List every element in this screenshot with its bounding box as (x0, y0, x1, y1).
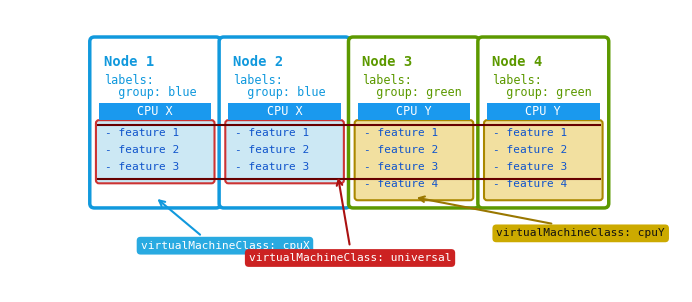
Text: - feature 3: - feature 3 (493, 162, 567, 172)
Text: - feature 4: - feature 4 (493, 179, 567, 189)
Bar (358, 103, 470, 120)
Bar (487, 103, 599, 120)
Text: virtualMachineClass: cpuY: virtualMachineClass: cpuY (496, 228, 665, 238)
FancyBboxPatch shape (90, 37, 221, 208)
Text: group: green: group: green (492, 86, 592, 99)
Text: - feature 3: - feature 3 (235, 162, 309, 172)
Text: labels:: labels: (233, 74, 283, 87)
FancyBboxPatch shape (349, 37, 480, 208)
Text: - feature 2: - feature 2 (105, 145, 179, 155)
Text: Node 3: Node 3 (363, 56, 412, 69)
Text: - feature 1: - feature 1 (493, 128, 567, 138)
Text: - feature 3: - feature 3 (105, 162, 179, 172)
Text: group: blue: group: blue (233, 86, 326, 99)
FancyBboxPatch shape (96, 120, 215, 183)
Text: group: green: group: green (363, 86, 462, 99)
FancyBboxPatch shape (478, 37, 609, 208)
Text: labels:: labels: (104, 74, 154, 87)
Text: - feature 1: - feature 1 (235, 128, 309, 138)
Text: CPU X: CPU X (138, 105, 173, 118)
Text: CPU X: CPU X (267, 105, 302, 118)
FancyBboxPatch shape (219, 37, 350, 208)
Text: - feature 3: - feature 3 (364, 162, 438, 172)
Text: - feature 2: - feature 2 (235, 145, 309, 155)
Text: - feature 1: - feature 1 (364, 128, 438, 138)
Text: - feature 2: - feature 2 (364, 145, 438, 155)
Text: Node 4: Node 4 (492, 56, 542, 69)
Text: Node 1: Node 1 (104, 56, 154, 69)
Text: - feature 4: - feature 4 (364, 179, 438, 189)
Text: labels:: labels: (363, 74, 412, 87)
Text: - feature 1: - feature 1 (105, 128, 179, 138)
Bar (99, 103, 212, 120)
Text: virtualMachineClass: universal: virtualMachineClass: universal (249, 253, 451, 263)
Text: Node 2: Node 2 (233, 56, 283, 69)
Text: CPU Y: CPU Y (525, 105, 561, 118)
Text: - feature 2: - feature 2 (493, 145, 567, 155)
Text: CPU Y: CPU Y (396, 105, 432, 118)
Bar (228, 103, 340, 120)
Text: virtualMachineClass: cpuX: virtualMachineClass: cpuX (140, 241, 309, 251)
FancyBboxPatch shape (484, 120, 603, 200)
Text: labels:: labels: (492, 74, 542, 87)
FancyBboxPatch shape (354, 120, 473, 200)
Text: group: blue: group: blue (104, 86, 197, 99)
FancyBboxPatch shape (226, 120, 344, 183)
